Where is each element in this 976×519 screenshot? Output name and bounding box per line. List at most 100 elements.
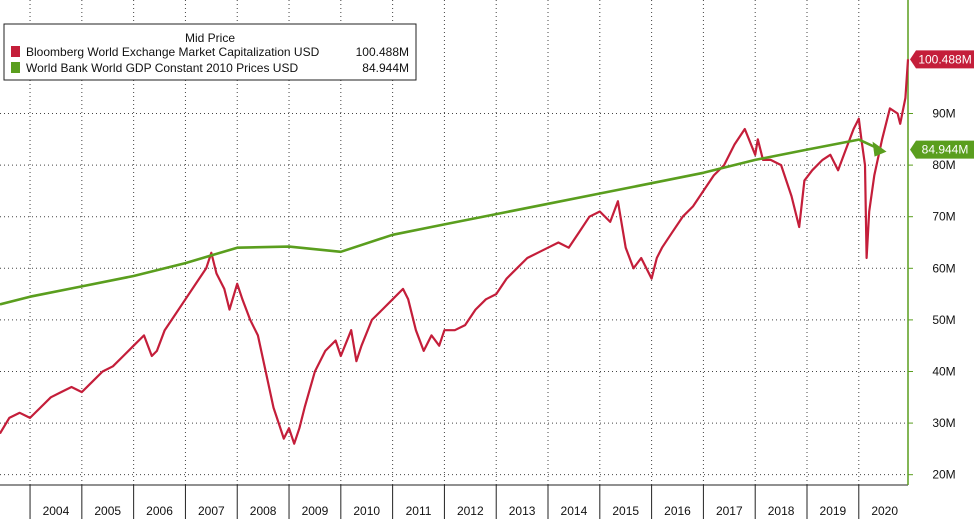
market-cap-point: [754, 154, 756, 156]
market-cap-point: [288, 427, 290, 429]
legend-swatch-gdp: [11, 62, 20, 73]
legend-box: [3, 23, 417, 81]
market-cap-point: [112, 365, 114, 367]
market-cap-point: [702, 190, 705, 192]
x-tick-label-2010: 2010: [353, 504, 380, 518]
market-cap-point: [864, 164, 866, 166]
market-cap-point: [304, 407, 306, 409]
market-cap-point: [392, 298, 394, 300]
x-tick-label-2017: 2017: [716, 504, 743, 518]
market-cap-point: [671, 231, 673, 233]
market-cap-point: [164, 329, 166, 331]
gdp-point: [392, 234, 394, 236]
market-cap-point: [8, 417, 10, 419]
market-cap-point: [423, 350, 425, 352]
y-tick-label-50M: 50M: [932, 313, 955, 327]
y-tick-label-60M: 60M: [932, 261, 955, 275]
gdp-point: [184, 262, 186, 264]
x-tick-label-2006: 2006: [146, 504, 173, 518]
gdp-value-badge-label: 84.944M: [922, 143, 969, 157]
market-cap-point: [195, 283, 197, 285]
market-cap-point: [257, 334, 259, 336]
market-cap-point: [733, 143, 736, 146]
y-tick-label-80M: 80M: [932, 158, 955, 172]
market-cap-point: [682, 216, 684, 218]
market-cap-point: [904, 97, 907, 99]
market-cap-point: [506, 278, 508, 280]
market-cap-point: [205, 267, 207, 269]
x-tick-label-2008: 2008: [250, 504, 277, 518]
market-cap-point: [314, 370, 316, 373]
market-cap-point: [415, 329, 417, 331]
market-cap-point: [829, 154, 831, 156]
market-cap-point: [632, 267, 635, 269]
market-cap-point: [340, 355, 342, 357]
x-tick-label-2012: 2012: [457, 504, 484, 518]
market-cap-point: [81, 391, 83, 393]
market-cap-point: [845, 149, 847, 151]
market-cap-point: [133, 345, 135, 347]
legend: Mid Price Bloomberg World Exchange Marke…: [3, 23, 417, 81]
market-cap-point: [151, 355, 153, 357]
market-cap-point: [640, 257, 642, 259]
market-cap-point: [547, 247, 549, 249]
market-cap-point: [91, 381, 93, 383]
legend-swatch-market-cap: [11, 46, 20, 57]
market-cap-point: [723, 164, 725, 166]
market-cap-point: [407, 298, 409, 300]
market-cap-point: [899, 123, 901, 125]
market-cap-point: [713, 174, 715, 176]
gdp-arrowhead: [872, 141, 887, 157]
x-tick-label-2016: 2016: [664, 504, 691, 518]
market-cap-point: [360, 345, 363, 347]
x-tick-label-2005: 2005: [94, 504, 121, 518]
x-tick-label-2011: 2011: [406, 504, 432, 518]
legend-title: Mid Price: [185, 31, 235, 45]
y-tick-label-70M: 70M: [932, 210, 955, 224]
market-cap-point: [866, 257, 868, 259]
market-cap-point: [350, 329, 352, 331]
gdp-point: [599, 192, 601, 195]
market-cap-point: [236, 283, 238, 285]
gdp-point: [651, 182, 653, 184]
market-cap-point: [371, 319, 373, 321]
market-cap-point: [438, 345, 440, 347]
market-cap-point: [881, 138, 883, 140]
market-cap-point: [868, 210, 870, 213]
market-cap-point: [609, 221, 611, 223]
market-cap-point: [122, 355, 124, 357]
market-cap-point: [757, 138, 759, 140]
market-cap-point: [568, 247, 570, 249]
legend-value-market-cap: 100.488M: [356, 45, 409, 59]
market-cap-point: [495, 293, 497, 295]
gdp-value-badge: [910, 140, 974, 159]
market-cap-point: [228, 309, 231, 311]
market-cap-point: [588, 216, 591, 218]
gdp-point: [754, 159, 756, 161]
market-cap-point: [790, 195, 793, 197]
market-cap-point: [897, 112, 899, 115]
market-cap-point: [184, 298, 186, 300]
gdp-point: [443, 223, 445, 225]
gdp-point: [340, 251, 342, 253]
gdp-point: [0, 303, 1, 305]
market-cap-point: [526, 257, 528, 259]
market-cap-point: [156, 350, 158, 352]
market-cap-point: [798, 226, 800, 228]
market-cap-point: [241, 298, 243, 300]
market-cap-point: [223, 288, 225, 290]
market-cap-value-badge: [910, 50, 974, 69]
x-tick-label-2007: 2007: [198, 504, 225, 518]
market-cap-point: [837, 169, 839, 171]
gdp-point: [495, 213, 497, 215]
market-cap-point: [272, 407, 275, 409]
market-cap-point: [692, 205, 694, 207]
gdp-point: [133, 275, 135, 277]
market-cap-point: [485, 298, 487, 300]
x-tick-label-2004: 2004: [43, 504, 70, 518]
market-cap-point: [661, 247, 663, 249]
market-cap-point: [0, 432, 1, 434]
market-cap-point: [102, 370, 104, 373]
market-cap-point: [19, 412, 21, 414]
